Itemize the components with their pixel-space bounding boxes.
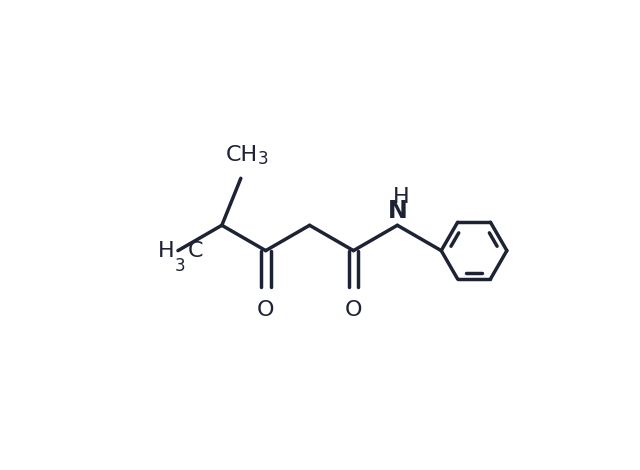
- Text: C: C: [188, 241, 203, 261]
- Text: H: H: [157, 241, 174, 261]
- Text: O: O: [257, 300, 275, 320]
- Text: O: O: [345, 300, 362, 320]
- Text: N: N: [387, 199, 407, 223]
- Text: CH: CH: [226, 145, 258, 165]
- Text: H: H: [393, 187, 410, 207]
- Text: 3: 3: [175, 257, 186, 275]
- Text: 3: 3: [257, 149, 268, 168]
